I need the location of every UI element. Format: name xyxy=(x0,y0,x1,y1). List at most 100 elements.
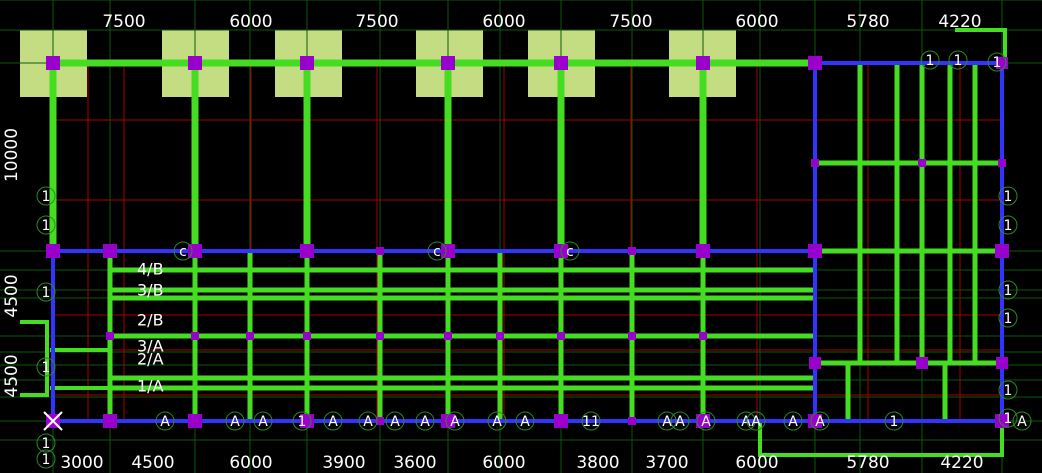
marker: 1 xyxy=(1004,411,1013,427)
beam xyxy=(20,28,1007,457)
marker: A xyxy=(1017,414,1027,430)
node xyxy=(995,414,1009,428)
beam-label: 2/B xyxy=(137,311,164,330)
marker: A xyxy=(520,414,530,430)
dimension: 3600 xyxy=(393,453,436,473)
marker-ring xyxy=(657,411,677,431)
marker: 1 xyxy=(42,452,51,468)
node xyxy=(441,56,455,70)
node xyxy=(696,56,710,70)
marker-ring xyxy=(560,241,580,261)
node xyxy=(103,414,117,428)
marker: A xyxy=(815,414,825,430)
dimension: 6000 xyxy=(735,12,778,32)
marker: A xyxy=(420,414,430,430)
marker: 1 xyxy=(993,55,1002,71)
marker: 1 xyxy=(42,360,51,376)
node xyxy=(191,332,199,340)
node xyxy=(303,332,311,340)
marker: 1 xyxy=(1004,383,1013,399)
marker: A xyxy=(363,414,373,430)
marker-ring xyxy=(670,411,690,431)
node xyxy=(46,244,60,258)
marker-ring xyxy=(36,215,56,235)
marker-ring xyxy=(253,411,273,431)
marker: 1 xyxy=(1004,283,1013,299)
marker: A xyxy=(741,414,751,430)
marker-ring xyxy=(998,408,1018,428)
dimension: 3800 xyxy=(576,453,619,473)
node xyxy=(496,332,504,340)
marker-ring xyxy=(581,411,601,431)
dimension: 4220 xyxy=(940,453,983,473)
node xyxy=(808,56,822,70)
node xyxy=(628,247,636,255)
marker: 1 xyxy=(42,436,51,452)
dimension: 5780 xyxy=(846,453,889,473)
marker: 1 xyxy=(890,414,899,430)
dimension: 5780 xyxy=(846,12,889,32)
node xyxy=(188,56,202,70)
marker-ring xyxy=(323,411,343,431)
marker-ring xyxy=(36,357,56,377)
marker: 1 xyxy=(1004,189,1013,205)
node xyxy=(441,414,455,428)
marker: 1 xyxy=(954,53,963,69)
beam-label: 4/B xyxy=(137,260,164,279)
marker: c xyxy=(566,244,574,260)
marker-ring xyxy=(1012,411,1032,431)
node xyxy=(696,244,710,258)
dimension: 6000 xyxy=(229,12,272,32)
beam-label: 2/A xyxy=(137,350,164,369)
marker-ring xyxy=(173,241,193,261)
marker-ring xyxy=(36,186,56,206)
marker-ring xyxy=(920,50,940,70)
marker: A xyxy=(492,414,502,430)
marker-ring xyxy=(998,308,1018,328)
marker: 1 xyxy=(926,53,935,69)
dimension: 3000 xyxy=(60,453,103,473)
dimension: 6000 xyxy=(735,453,778,473)
marker: A xyxy=(751,414,761,430)
marker: 11 xyxy=(582,414,600,430)
node xyxy=(995,244,1009,258)
node xyxy=(809,357,821,369)
node xyxy=(998,159,1006,167)
node xyxy=(554,56,568,70)
marker-ring xyxy=(783,411,803,431)
dimension: 4220 xyxy=(938,12,981,32)
node xyxy=(106,332,114,340)
marker: 1 xyxy=(42,285,51,301)
marker: A xyxy=(230,414,240,430)
dimension: 6000 xyxy=(229,453,272,473)
marker: A xyxy=(258,414,268,430)
node xyxy=(103,244,117,258)
marker-ring xyxy=(225,411,245,431)
dimension: 7500 xyxy=(355,12,398,32)
node xyxy=(628,332,636,340)
marker-ring xyxy=(696,411,716,431)
marker: A xyxy=(675,414,685,430)
node xyxy=(996,357,1008,369)
marker-ring xyxy=(292,411,312,431)
beam-label: 1/A xyxy=(137,377,164,396)
marker-ring xyxy=(415,411,435,431)
marker: 1 xyxy=(42,218,51,234)
marker-ring xyxy=(998,380,1018,400)
node xyxy=(696,414,710,428)
node xyxy=(46,56,60,70)
node xyxy=(628,417,636,425)
node xyxy=(376,332,384,340)
marker: A xyxy=(390,414,400,430)
marker-ring xyxy=(998,215,1018,235)
node xyxy=(300,56,314,70)
marker: A xyxy=(662,414,672,430)
dimension: 4500 xyxy=(2,274,22,317)
node xyxy=(188,414,202,428)
marker-ring xyxy=(487,411,507,431)
dimension: 6000 xyxy=(482,12,525,32)
marker: A xyxy=(788,414,798,430)
node xyxy=(441,244,455,258)
marker: A xyxy=(160,414,170,430)
